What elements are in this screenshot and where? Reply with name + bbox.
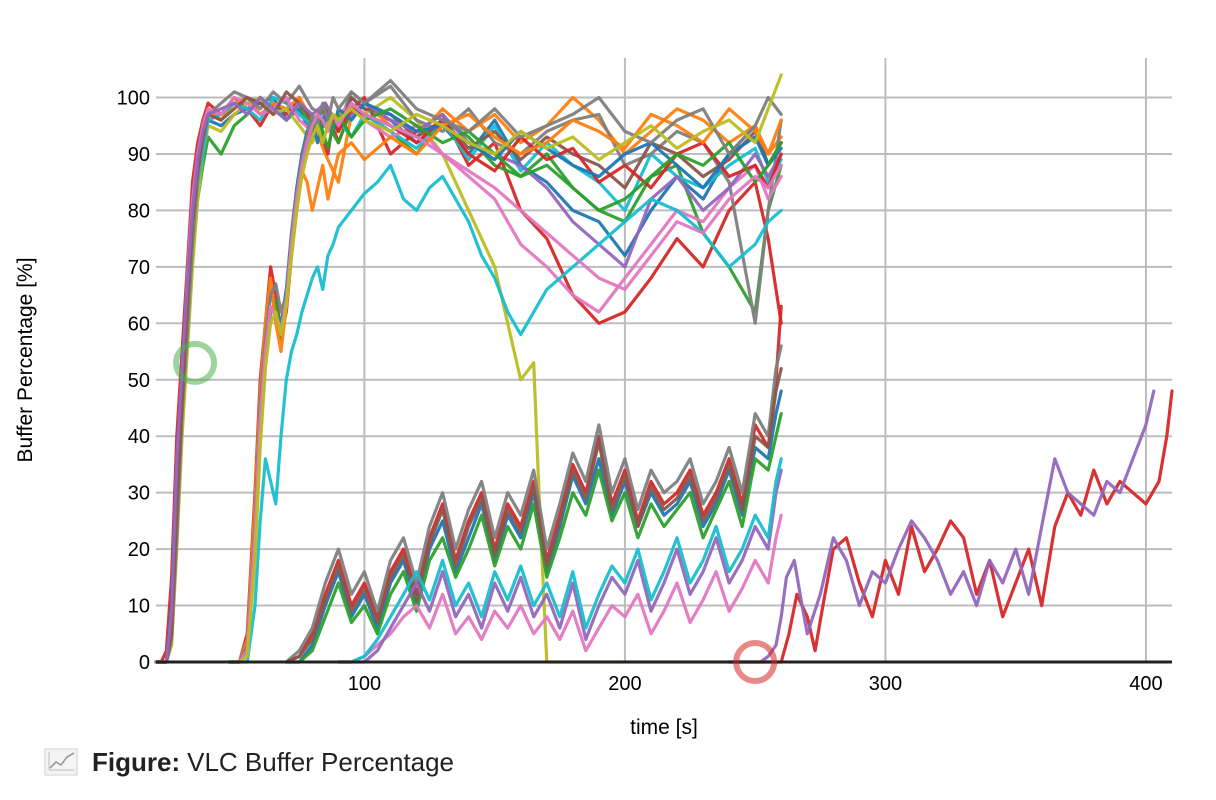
chart-markers <box>173 340 778 684</box>
highlight-marker-2 <box>733 640 778 684</box>
y-tick-label: 60 <box>128 313 150 335</box>
series-line-28 <box>727 389 1156 664</box>
series-line-16 <box>227 78 783 664</box>
y-tick-label: 20 <box>128 539 150 561</box>
series-line-25 <box>336 468 783 664</box>
caption-text: VLC Buffer Percentage <box>187 746 455 777</box>
y-tick-label: 30 <box>128 483 150 505</box>
series-line-27 <box>727 389 1174 664</box>
figure-caption: Figure: VLC Buffer Percentage <box>44 744 454 780</box>
y-tick-label: 40 <box>128 426 150 448</box>
highlight-marker-1 <box>173 340 218 385</box>
x-tick-label: 100 <box>348 673 381 695</box>
y-tick-label: 90 <box>128 144 150 166</box>
x-tick-label: 200 <box>608 673 641 695</box>
series-line-24 <box>336 513 783 664</box>
y-axis-title: Buffer Percentage [%] <box>14 257 37 462</box>
chart-series <box>154 73 1174 664</box>
chart-axes: 0 10 20 30 40 50 60 70 80 90 100 100 200 300 400 <box>117 88 1172 695</box>
y-tick-label: 0 <box>139 652 150 674</box>
series-line-17 <box>227 101 783 664</box>
series-line-23 <box>284 366 783 664</box>
y-tick-label: 10 <box>128 596 150 618</box>
y-tick-label: 80 <box>128 200 150 222</box>
x-tick-label: 300 <box>869 673 902 695</box>
series-line-22 <box>284 344 783 664</box>
series-line-18 <box>227 73 783 664</box>
y-tick-label: 70 <box>128 257 150 279</box>
series-line-11 <box>227 107 783 664</box>
y-tick-label: 50 <box>128 370 150 392</box>
series-line-21 <box>284 412 783 664</box>
x-axis-title: time [s] <box>630 716 698 739</box>
caption-prefix: Figure: <box>92 746 181 777</box>
series-line-15 <box>227 163 783 664</box>
x-tick-label: 400 <box>1129 673 1162 695</box>
line-chart-icon <box>44 748 78 776</box>
y-tick-label: 100 <box>117 88 150 110</box>
series-line-26 <box>336 457 783 664</box>
